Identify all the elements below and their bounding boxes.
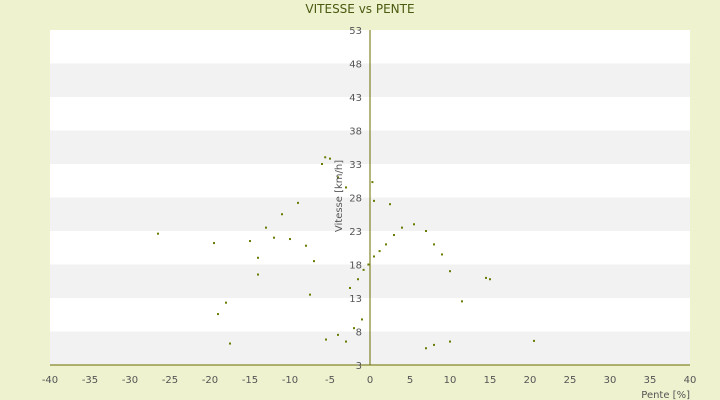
data-point — [441, 253, 443, 256]
x-tick-label: 20 — [524, 375, 537, 386]
y-axis-label: Vitesse [km/h] — [334, 160, 345, 232]
data-point — [361, 318, 363, 321]
data-point — [229, 342, 231, 345]
data-point — [371, 181, 374, 184]
data-point — [217, 313, 219, 316]
data-point — [353, 327, 355, 330]
data-point — [337, 176, 339, 179]
data-point — [329, 157, 331, 160]
data-point — [413, 223, 415, 226]
data-point — [378, 250, 381, 253]
data-point — [324, 156, 327, 159]
y-tick-label: 48 — [349, 60, 362, 71]
data-point — [449, 270, 451, 273]
data-point — [273, 236, 275, 239]
y-tick-label: 43 — [349, 93, 362, 104]
x-tick-label: 25 — [564, 375, 577, 386]
data-point — [485, 276, 487, 279]
x-tick-label: 0 — [367, 375, 373, 386]
data-point — [249, 240, 251, 243]
data-point — [213, 242, 215, 245]
data-point — [373, 255, 375, 258]
data-point — [373, 199, 375, 202]
y-tick-label: 53 — [349, 26, 362, 37]
data-point — [313, 260, 315, 263]
x-tick-label: 5 — [407, 375, 413, 386]
axes — [50, 30, 690, 366]
data-point — [345, 340, 347, 343]
data-point — [305, 244, 307, 247]
data-point — [385, 243, 387, 246]
x-tick-label: 30 — [604, 375, 617, 386]
data-point — [393, 234, 395, 237]
x-tick-label: 35 — [644, 375, 657, 386]
data-point — [297, 201, 299, 204]
data-point — [367, 263, 370, 266]
data-point — [533, 339, 535, 342]
x-tick-label: -5 — [325, 375, 335, 386]
data-point — [449, 340, 451, 343]
data-point — [265, 226, 267, 229]
x-tick-label: -15 — [242, 375, 258, 386]
data-point — [425, 230, 427, 232]
data-point — [157, 232, 159, 235]
data-point — [357, 278, 359, 281]
data-point — [401, 226, 403, 229]
x-tick-label: -30 — [122, 375, 138, 386]
x-tick-label: 10 — [444, 375, 457, 386]
data-point — [489, 278, 491, 281]
data-point — [349, 286, 351, 289]
data-point — [257, 273, 259, 276]
data-point — [281, 213, 283, 216]
data-points — [157, 156, 535, 350]
y-tick-label: 38 — [349, 127, 362, 138]
data-point — [389, 203, 391, 206]
data-point — [345, 186, 347, 189]
data-point — [362, 268, 365, 271]
data-point — [257, 256, 259, 259]
y-tick-label: 23 — [349, 227, 362, 238]
x-tick-label: -25 — [162, 375, 178, 386]
chart-title: VITESSE vs PENTE — [305, 2, 415, 16]
x-axis-label: Pente [%] — [641, 390, 690, 400]
data-point — [225, 301, 227, 304]
y-tick-label: 8 — [356, 328, 362, 339]
y-tick-label: 28 — [349, 194, 362, 205]
data-point — [337, 333, 339, 336]
x-tick-label: -20 — [202, 375, 218, 386]
x-tick-label: 15 — [484, 375, 497, 386]
y-tick-label: 18 — [349, 261, 362, 272]
data-point — [433, 243, 435, 246]
data-point — [321, 163, 323, 165]
y-tick-label: 13 — [349, 294, 362, 305]
x-tick-label: 40 — [684, 375, 697, 386]
x-tick-label: -10 — [282, 375, 298, 386]
y-tick-label: 3 — [356, 361, 362, 372]
data-point — [309, 293, 311, 296]
data-point — [289, 238, 291, 241]
data-point — [461, 300, 463, 303]
y-tick-label: 33 — [349, 160, 362, 171]
data-point — [425, 347, 427, 350]
data-point — [433, 343, 435, 346]
x-tick-label: -40 — [42, 375, 58, 386]
data-point — [325, 338, 327, 341]
x-tick-labels: -40 -35 -30 -25 -20 -15 -10 -5 0 5 10 15 20 25 30 35 40 — [42, 375, 697, 386]
x-tick-label: -35 — [82, 375, 98, 386]
